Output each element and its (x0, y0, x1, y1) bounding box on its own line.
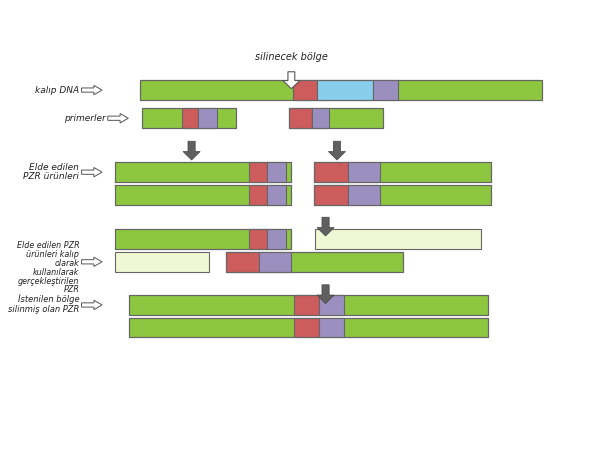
Bar (114, 162, 291, 182)
Bar (249, 162, 267, 182)
Polygon shape (317, 217, 334, 236)
Bar (267, 229, 286, 249)
Text: İstenilen bölge: İstenilen bölge (18, 295, 80, 304)
Bar (182, 109, 198, 128)
Bar (114, 185, 291, 204)
Text: gerçekleştirilen: gerçekleştirilen (18, 277, 80, 286)
Bar (114, 229, 291, 249)
Text: silinecek bölge: silinecek bölge (255, 52, 328, 62)
Polygon shape (108, 114, 129, 123)
Bar (293, 80, 317, 100)
Text: kalıp DNA: kalıp DNA (35, 85, 80, 94)
Bar (348, 162, 379, 182)
Bar (315, 229, 480, 249)
Bar (140, 80, 542, 100)
Text: primerler: primerler (64, 114, 106, 123)
Bar (288, 109, 382, 128)
Text: Elde edilen PZR: Elde edilen PZR (17, 241, 80, 250)
Bar (226, 252, 403, 272)
Bar (142, 109, 236, 128)
Bar (198, 109, 217, 128)
Bar (259, 252, 291, 272)
Bar (348, 185, 379, 204)
Bar (129, 295, 488, 315)
Text: PZR ürünleri: PZR ürünleri (23, 172, 80, 181)
Bar (314, 185, 348, 204)
Bar (319, 295, 345, 315)
Bar (314, 185, 491, 204)
Polygon shape (81, 85, 102, 95)
Bar (226, 252, 403, 272)
Polygon shape (81, 257, 102, 267)
Bar (314, 162, 491, 182)
Bar (249, 185, 267, 204)
Bar (288, 109, 382, 128)
Polygon shape (317, 285, 334, 303)
Bar (140, 80, 542, 100)
Bar (129, 295, 488, 315)
Bar (114, 229, 291, 249)
Bar (129, 318, 488, 337)
Text: silinmiş olan PZR: silinmiş olan PZR (8, 305, 80, 314)
Polygon shape (81, 300, 102, 310)
Text: Elde edilen: Elde edilen (29, 163, 80, 172)
Bar (267, 162, 286, 182)
Bar (314, 162, 491, 182)
Bar (114, 162, 291, 182)
Text: PZR: PZR (64, 286, 80, 295)
Bar (317, 80, 373, 100)
Bar (142, 109, 236, 128)
Polygon shape (283, 72, 300, 89)
Bar (312, 109, 329, 128)
Bar (114, 185, 291, 204)
Bar (226, 252, 259, 272)
Polygon shape (329, 141, 346, 160)
Bar (294, 318, 319, 337)
Bar (249, 229, 267, 249)
Bar (114, 252, 209, 272)
Bar (129, 318, 488, 337)
Polygon shape (81, 168, 102, 177)
Bar (319, 318, 345, 337)
Bar (294, 295, 319, 315)
Bar (314, 162, 348, 182)
Text: kullanılarak: kullanılarak (33, 268, 80, 277)
Text: olarak: olarak (54, 259, 80, 268)
Bar (267, 185, 286, 204)
Text: ürünleri kalıp: ürünleri kalıp (26, 250, 80, 259)
Bar (314, 185, 491, 204)
Bar (373, 80, 398, 100)
Bar (288, 109, 312, 128)
Polygon shape (183, 141, 200, 160)
